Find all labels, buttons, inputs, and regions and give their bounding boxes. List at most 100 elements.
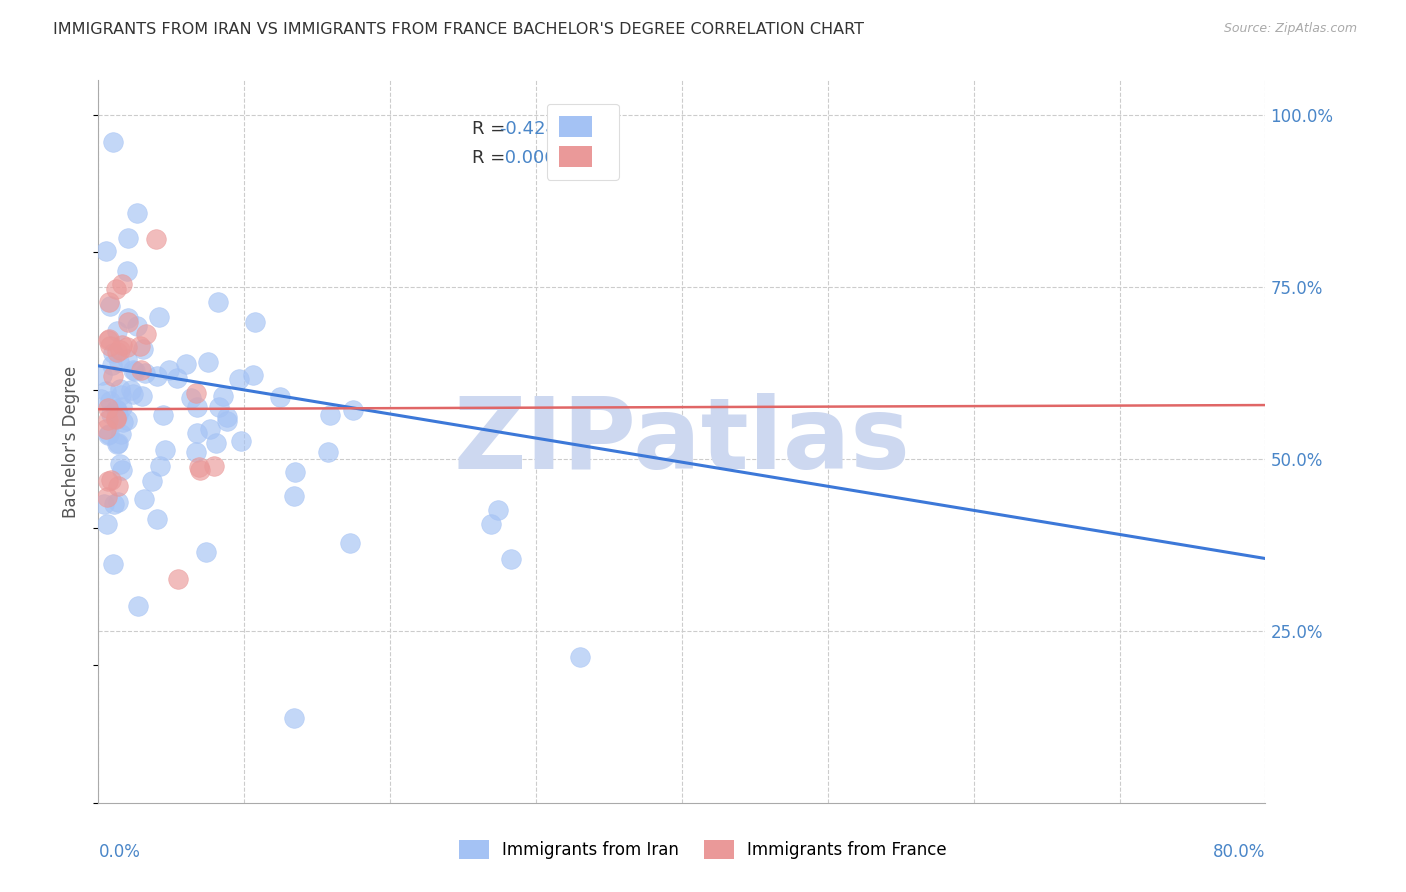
Point [342, 403, 364, 417]
Point [94, 384, 117, 398]
Point [215, 409, 238, 424]
Point [117, 315, 139, 329]
Point [202, 459, 225, 474]
Point [111, 277, 134, 292]
Point [115, 340, 138, 354]
Point [112, 415, 135, 429]
Point [129, 363, 152, 377]
Text: R =: R = [472, 120, 510, 138]
Point [167, 572, 190, 586]
Point [149, 458, 172, 473]
Point [117, 310, 139, 325]
Point [198, 422, 221, 436]
Point [243, 315, 266, 329]
Point [97, 475, 120, 489]
Legend: , : , [547, 103, 619, 180]
Text: N =: N = [554, 120, 593, 138]
Point [96, 244, 118, 258]
Point [269, 390, 291, 404]
Point [100, 299, 122, 313]
Point [152, 408, 174, 422]
Point [115, 413, 138, 427]
Point [120, 383, 142, 397]
Point [110, 458, 132, 472]
Point [110, 388, 132, 402]
Point [153, 443, 176, 458]
Point [94, 422, 117, 436]
Point [115, 351, 138, 366]
Point [111, 338, 134, 352]
Point [204, 436, 226, 450]
Point [108, 343, 131, 357]
Point [97, 428, 120, 442]
Point [107, 494, 129, 508]
Point [98, 394, 121, 409]
Point [111, 463, 134, 477]
Point [98, 339, 121, 353]
Text: 87: 87 [575, 120, 599, 138]
Point [104, 402, 127, 417]
Point [186, 385, 208, 400]
Text: ZIPatlas: ZIPatlas [454, 393, 910, 490]
Point [479, 516, 502, 531]
Text: Source: ZipAtlas.com: Source: ZipAtlas.com [1223, 22, 1357, 36]
Point [148, 310, 170, 325]
Point [283, 711, 305, 725]
Point [107, 436, 129, 450]
Point [121, 386, 143, 401]
Point [122, 363, 145, 377]
Point [96, 333, 118, 347]
Text: R =: R = [472, 149, 510, 167]
Point [131, 342, 153, 356]
Point [186, 425, 208, 440]
Point [284, 465, 307, 479]
Text: 30: 30 [575, 149, 599, 167]
Point [131, 389, 153, 403]
Point [174, 358, 197, 372]
Point [105, 282, 128, 296]
Point [146, 369, 169, 384]
Point [98, 295, 121, 310]
Point [127, 318, 149, 333]
Point [208, 401, 231, 415]
Text: IMMIGRANTS FROM IRAN VS IMMIGRANTS FROM FRANCE BACHELOR'S DEGREE CORRELATION CHA: IMMIGRANTS FROM IRAN VS IMMIGRANTS FROM … [53, 22, 865, 37]
Point [107, 354, 129, 368]
Point [501, 551, 523, 566]
Point [117, 230, 139, 244]
Point [103, 497, 125, 511]
Point [188, 460, 211, 475]
Point [141, 474, 163, 488]
Text: 0.0%: 0.0% [98, 843, 141, 861]
Point [125, 206, 148, 220]
Point [124, 364, 146, 378]
Point [194, 544, 217, 558]
Point [231, 434, 253, 449]
Point [212, 388, 235, 402]
Point [103, 346, 125, 360]
Point [90, 392, 112, 406]
Point [105, 412, 128, 426]
Point [339, 535, 361, 549]
Point [96, 490, 118, 504]
Point [157, 363, 180, 377]
Point [105, 410, 128, 425]
Point [283, 489, 305, 503]
Point [184, 444, 207, 458]
Text: -0.424: -0.424 [499, 120, 557, 138]
Point [100, 407, 122, 421]
Point [97, 401, 120, 416]
Point [166, 371, 188, 385]
Point [207, 295, 229, 310]
Point [105, 345, 128, 359]
Point [486, 502, 509, 516]
Legend: Immigrants from Iran, Immigrants from France: Immigrants from Iran, Immigrants from Fr… [450, 831, 956, 868]
Point [98, 332, 121, 346]
Point [129, 339, 152, 353]
Point [105, 411, 128, 425]
Point [215, 414, 238, 428]
Point [107, 478, 129, 492]
Point [103, 135, 125, 149]
Point [100, 358, 122, 372]
Point [93, 497, 115, 511]
Y-axis label: Bachelor's Degree: Bachelor's Degree [62, 366, 80, 517]
